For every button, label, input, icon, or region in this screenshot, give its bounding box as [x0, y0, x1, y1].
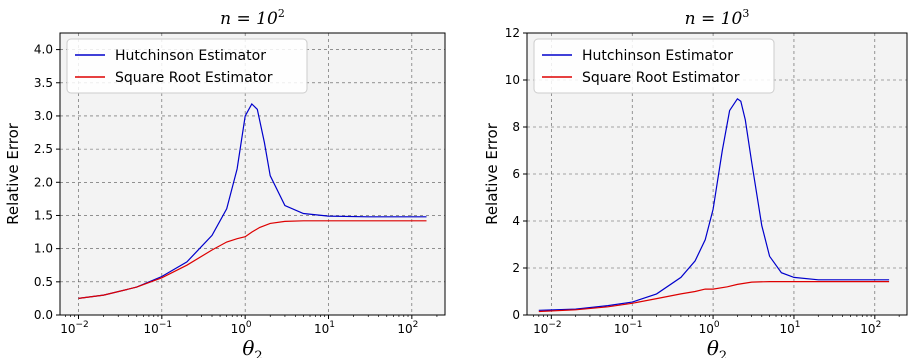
chart-title: n = 102	[220, 7, 285, 29]
y-tick-label: 6	[512, 167, 520, 181]
legend-label-hutchinson: Hutchinson Estimator	[582, 48, 733, 64]
y-tick-label: 3.5	[34, 76, 53, 90]
chart-panel-1: 0.0 0.5 1.0 1.5 2.0 2.5 3.0 3.5 4.0 10−2 10−1 100 10…	[4, 7, 446, 358]
y-tick-label: 12	[505, 26, 520, 40]
y-tick-label: 0.0	[34, 308, 53, 322]
x-tick-label: 10−1	[144, 320, 173, 336]
series-line-square-root	[538, 281, 890, 313]
y-tick-label: 0.5	[34, 275, 53, 289]
x-tick-label: 101	[314, 320, 335, 336]
y-tick-label: 4.0	[34, 43, 53, 57]
y-tick-label: 8	[512, 120, 520, 134]
chart-panel-2: 0 2 4 6 8 10 12 10−2 10−1 100 101 102 n = 103 θ2 Relat…	[483, 7, 908, 358]
x-tick-label: 101	[779, 320, 800, 336]
x-tick-label: 10−1	[614, 320, 643, 336]
y-tick-label: 2.5	[34, 142, 53, 156]
y-tick-label: 3.0	[34, 109, 53, 123]
x-tick-label: 102	[397, 320, 418, 336]
x-axis-label: θ2	[242, 336, 262, 358]
x-tick-label: 100	[699, 320, 720, 336]
x-tick-label: 10−2	[533, 320, 562, 336]
x-tick-label: 102	[860, 320, 881, 336]
series-line-hutchinson	[78, 103, 427, 299]
y-tick-label: 4	[512, 214, 520, 228]
x-axis-label: θ2	[707, 336, 727, 358]
y-tick-label: 0	[512, 308, 520, 322]
y-tick-label: 1.5	[34, 208, 53, 222]
legend-label-square-root: Square Root Estimator	[115, 70, 273, 86]
legend-label-hutchinson: Hutchinson Estimator	[115, 48, 266, 64]
x-tick-label: 10−2	[60, 320, 89, 336]
chart-title: n = 103	[685, 7, 750, 29]
legend-box	[66, 38, 308, 94]
y-tick-label: 1.0	[34, 242, 53, 256]
plot-frame	[59, 32, 446, 316]
y-tick-label: 10	[505, 73, 520, 87]
series-line-square-root	[78, 220, 427, 299]
x-tick-label: 100	[231, 320, 252, 336]
y-tick-label: 2.0	[34, 175, 53, 189]
series-line-hutchinson	[538, 97, 890, 311]
y-axis-label: Relative Error	[4, 122, 22, 225]
legend: Hutchinson Estimator Square Root Estimato…	[533, 38, 775, 94]
legend: Hutchinson Estimator Square Root Estimato…	[66, 38, 308, 94]
legend-box	[533, 38, 775, 94]
y-tick-label: 2	[512, 261, 520, 275]
legend-label-square-root: Square Root Estimator	[582, 70, 740, 86]
y-axis-label: Relative Error	[483, 122, 501, 225]
